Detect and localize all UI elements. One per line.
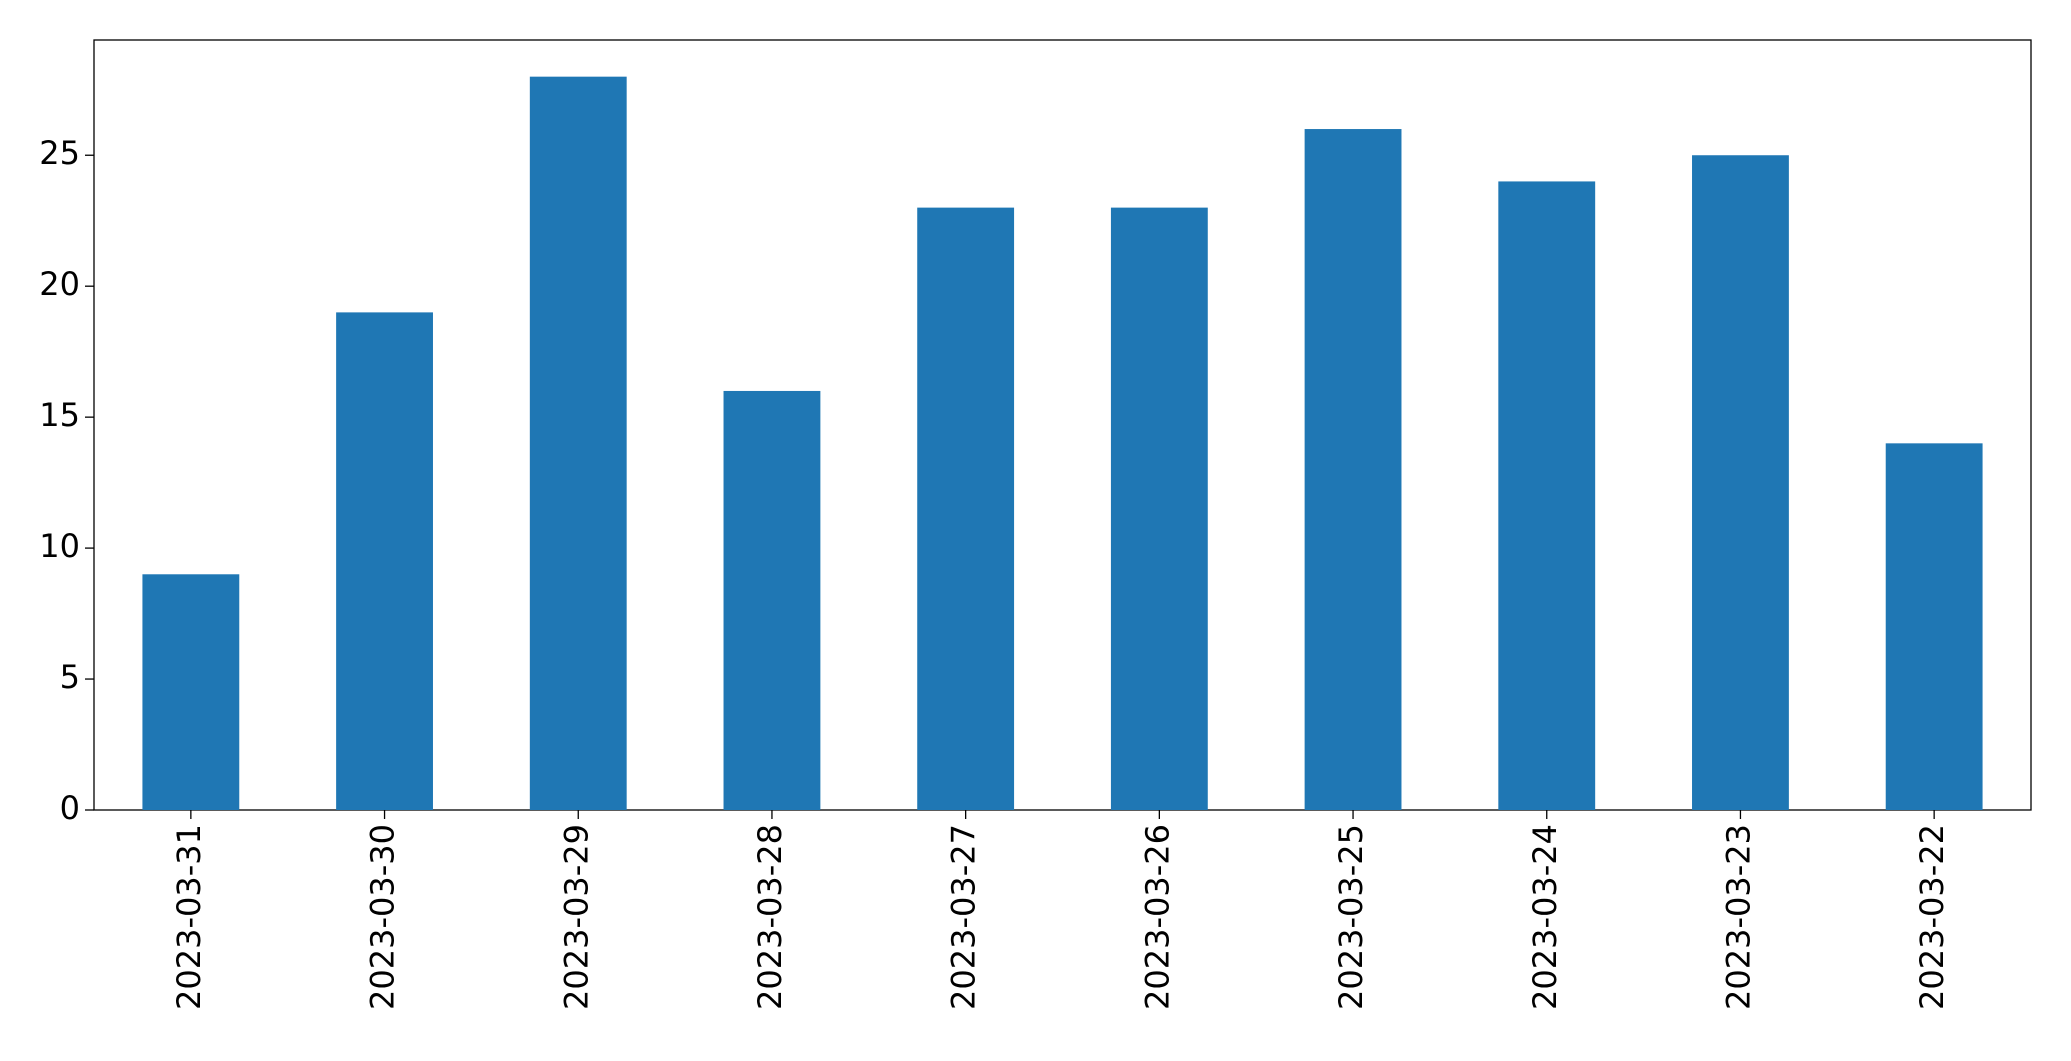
y-tick-label: 5 (60, 658, 80, 696)
x-tick-label: 2023-03-24 (1526, 824, 1564, 1010)
bar (1304, 129, 1402, 811)
bar (142, 574, 240, 810)
y-tick-label: 0 (60, 789, 80, 827)
bar (723, 390, 821, 810)
x-tick-label: 2023-03-28 (751, 824, 789, 1010)
bar (1885, 443, 1983, 810)
x-tick-label: 2023-03-29 (557, 824, 595, 1010)
x-tick-label: 2023-03-27 (945, 824, 983, 1010)
bar (1110, 207, 1208, 811)
y-tick-label: 15 (39, 396, 80, 434)
y-tick-label: 10 (39, 527, 80, 565)
y-tick-label: 25 (39, 134, 80, 172)
x-tick-label: 2023-03-30 (364, 824, 402, 1010)
y-tick-label: 20 (39, 265, 80, 303)
plot-frame (93, 39, 2032, 811)
x-tick-label: 2023-03-23 (1719, 824, 1757, 1010)
bar (917, 207, 1015, 811)
x-tick-label: 2023-03-26 (1138, 824, 1176, 1010)
bar (1692, 155, 1789, 810)
bar (529, 76, 627, 810)
bar (336, 312, 433, 810)
x-tick-label: 2023-03-25 (1332, 824, 1370, 1010)
x-tick-label: 2023-03-31 (170, 824, 208, 1010)
bar (1498, 181, 1596, 810)
x-tick-label: 2023-03-22 (1913, 824, 1951, 1010)
